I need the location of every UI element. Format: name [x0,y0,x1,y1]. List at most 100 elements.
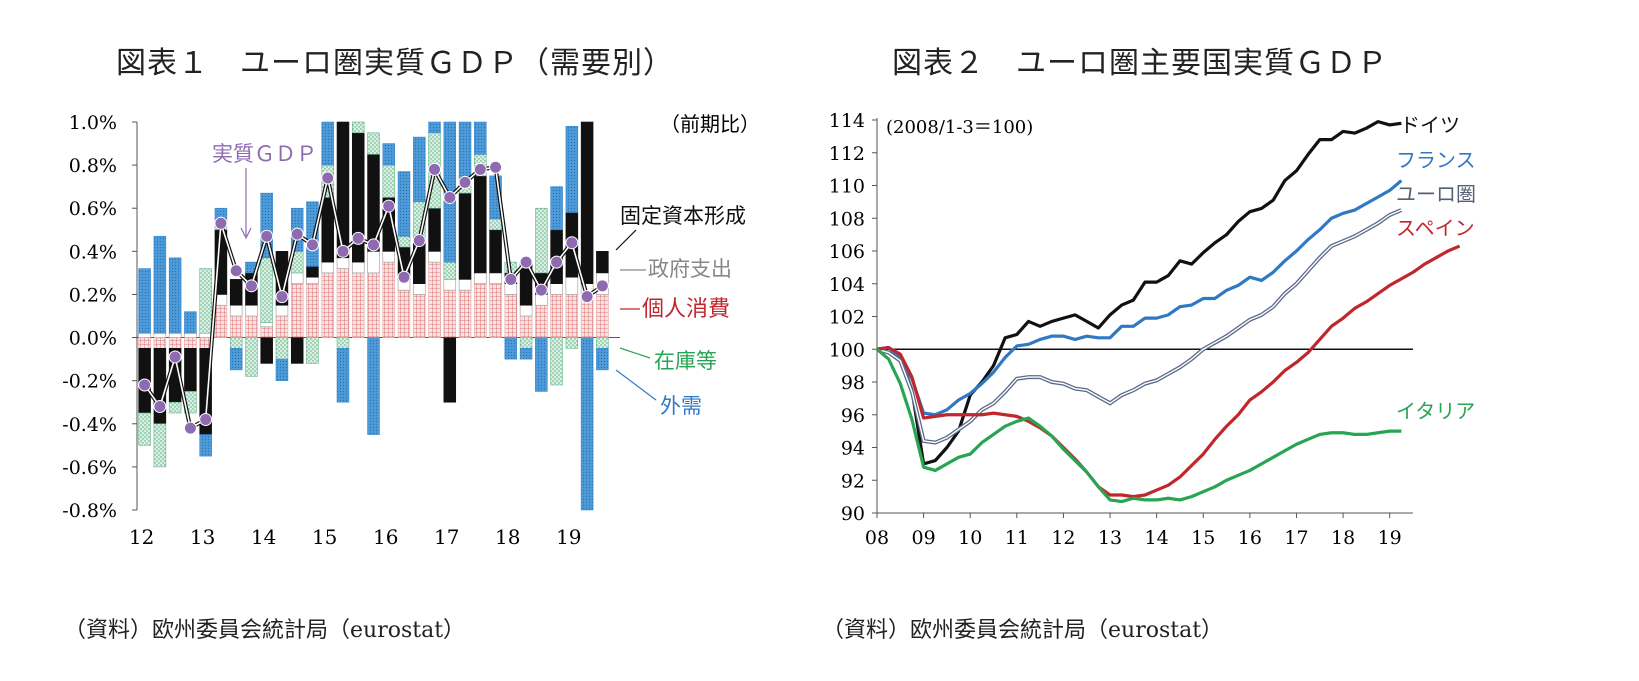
bar-inv [596,337,609,349]
bar-gfcf [596,251,609,274]
bar-hh [367,272,380,338]
bar-hh [504,294,518,338]
line-euro-area-outline [876,208,1403,445]
bar-gov [153,332,167,338]
chart2-x-tick-label: 15 [1191,527,1215,549]
bar-hh [245,315,258,338]
bar-hh [275,315,289,338]
bar-gov [229,304,243,317]
bar-gfcf [580,121,594,284]
bar-gov [245,304,258,317]
chart1-x-tick-label: 14 [251,525,276,549]
bar-gfcf [458,192,472,280]
bar-hh [290,283,304,338]
series-label: フランス [1396,148,1476,172]
series-label: スペイン [1396,216,1475,240]
bar-gfcf [184,348,197,392]
bar-ext [336,348,350,403]
chart1-svg: 1.0% 0.8% 0.6% 0.4% 0.2% 0.0% -0.2% -0.4% -0.6% -… [62,112,760,549]
chart1-x-tick-label: 19 [556,525,581,549]
bar-gov [443,279,457,291]
chart1-y-tick-label: -0.4% [62,414,117,436]
bar-hh [596,294,609,338]
bar-ext [382,143,396,166]
series-label: ユーロ圏 [1396,182,1476,206]
label-gov: 政府支出 [648,257,732,281]
bar-gov [550,283,563,295]
bar-ext [153,235,167,334]
bar-hh [428,261,441,338]
bar-inv [443,261,457,280]
chart2-x-tick-label: 14 [1145,527,1169,549]
bar-gov [367,251,380,274]
gdp-point [168,350,182,364]
bar-ext [229,348,243,371]
bar-hh [184,337,197,349]
line-ドイツ [876,120,1402,466]
bar-inv [367,132,380,155]
bar-inv [168,401,182,414]
chart1-y-tick-label: -0.6% [62,457,117,479]
gdp-point [534,283,548,297]
bar-inv [489,218,502,231]
chart2-y-tick-label: 114 [829,110,865,132]
bar-hh [443,289,457,338]
bar-ext [321,121,334,166]
chart1-y-tick-label: 0.6% [69,198,117,220]
gdp-point [504,272,518,286]
bar-ext [199,434,212,457]
bar-hh [153,337,167,349]
label-gdp: 実質ＧＤＰ [212,142,317,166]
gdp-point [397,270,411,284]
bar-ext [306,201,319,267]
bar-gov [138,332,151,338]
bar-gfcf [428,207,441,252]
chart2-y-tick-label: 92 [841,470,865,492]
chart2-axes [872,118,1413,518]
bar-ext [428,121,441,134]
chart1-source: （資料）欧州委員会統計局（eurostat） [64,618,466,643]
bar-gov [275,304,289,317]
chart1-y-tick-label: -0.8% [62,500,117,522]
bar-hh [413,294,426,338]
bar-ext [397,171,411,237]
chart2-x-tick-label: 10 [958,527,982,549]
bar-hh [214,304,228,338]
bar-hh [168,337,182,349]
bar-inv [382,164,396,198]
chart1-y-tick-label: 0.2% [69,284,117,306]
gdp-point [412,234,426,248]
bar-inv [306,337,319,364]
bar-gfcf [306,266,319,278]
chart2-x-tick-label: 19 [1378,527,1402,549]
label-gfcf: 固定資本形成 [620,204,746,228]
gdp-point [214,216,228,230]
chart1-y-tick-label: 0.0% [69,328,117,350]
line-フランス [876,179,1403,417]
chart1-x-tick-label: 15 [312,525,337,549]
chart1-gdp-line [138,160,609,435]
chart2-y-tick-label: 96 [841,405,865,427]
gdp-arrow-head-icon [240,227,252,240]
chart1-y-tick-label: 1.0% [69,112,117,134]
bar-ext [260,192,273,259]
gdp-point [305,238,319,252]
bar-ext [184,311,197,334]
bar-gov [474,272,487,284]
gdp-point [153,400,167,414]
bar-gfcf [443,337,457,403]
bar-hh [397,289,411,338]
chart1-y-tick-label: 0.4% [69,241,117,263]
gdp-point [275,290,289,304]
gdp-point [382,199,396,213]
gdp-point [458,175,472,189]
bar-hh [535,304,548,338]
chart2-y-tick-label: 102 [829,307,865,329]
bar-hh [550,294,563,338]
chart1-x-tick-label: 16 [373,525,398,549]
chart2-y-tick-label: 108 [829,208,865,230]
gdp-point [229,264,243,278]
bar-gov [260,322,273,328]
